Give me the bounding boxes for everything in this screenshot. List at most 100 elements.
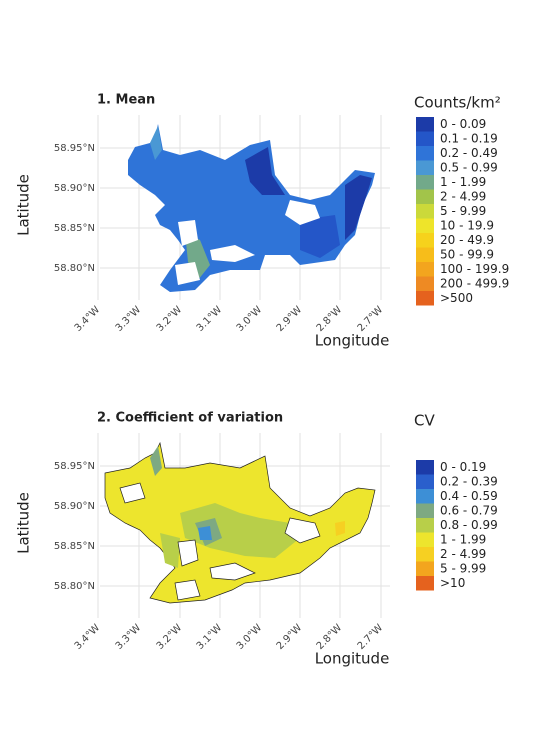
legend-label: >10 xyxy=(440,576,465,590)
x-tick-label: 3.4°W xyxy=(73,304,103,334)
x-tick-label: 2.9°W xyxy=(275,622,305,652)
y-axis-label: Latitude xyxy=(15,174,33,236)
map xyxy=(128,124,375,292)
legend-title: CV xyxy=(414,412,435,430)
x-tick-label: 3.4°W xyxy=(73,622,103,652)
legend-swatch xyxy=(416,489,434,504)
legend-swatch xyxy=(416,276,434,291)
legend-label: 0.2 - 0.49 xyxy=(440,146,498,160)
y-tick-label: 58.80°N xyxy=(54,263,95,274)
legend-swatch xyxy=(416,189,434,204)
x-tick-label: 2.7°W xyxy=(356,622,386,652)
legend-swatch xyxy=(416,561,434,576)
legend-swatch xyxy=(416,460,434,475)
legend-swatch xyxy=(416,518,434,533)
y-axis-label: Latitude xyxy=(15,492,33,554)
map-hole xyxy=(119,482,146,504)
legend-swatch xyxy=(416,474,434,489)
panel: 58.95°N 58.90°N 58.85°N 58.80°N 3.4°W 3.3°W 3.… xyxy=(15,93,510,350)
legend-swatch xyxy=(416,262,434,277)
map-patch xyxy=(185,232,210,280)
x-axis-label: Longitude xyxy=(315,650,390,668)
legend-swatch xyxy=(416,233,434,248)
x-tick-label: 2.8°W xyxy=(315,304,345,334)
legend-label: 0.1 - 0.19 xyxy=(440,131,498,145)
map-hole xyxy=(284,517,321,544)
legend-label: 0.6 - 0.79 xyxy=(440,503,498,517)
legend-swatch xyxy=(416,503,434,518)
y-tick-label: 58.85°N xyxy=(54,541,95,552)
legend-swatch xyxy=(416,117,434,132)
legend-label: 0 - 0.09 xyxy=(440,117,486,131)
legend-swatch xyxy=(416,160,434,175)
legend-label: 10 - 19.9 xyxy=(440,218,494,232)
y-tick-label: 58.85°N xyxy=(54,223,95,234)
legend-label: 0 - 0.19 xyxy=(440,460,486,474)
map-patch xyxy=(345,175,372,240)
legend-label: 1 - 1.99 xyxy=(440,532,486,546)
map-patch xyxy=(180,503,300,558)
y-tick-label: 58.95°N xyxy=(54,461,95,472)
legend-swatch xyxy=(416,291,434,306)
legend-label: 0.2 - 0.39 xyxy=(440,474,498,488)
legend-label: 0.5 - 0.99 xyxy=(440,160,498,174)
legend-label: 2 - 4.99 xyxy=(440,189,486,203)
legend-label: 5 - 9.99 xyxy=(440,561,486,575)
panel-title: 1. Mean xyxy=(97,93,155,108)
map-hole xyxy=(285,200,320,225)
legend-swatch xyxy=(416,204,434,219)
map-patch xyxy=(150,126,162,160)
panel-title: 2. Coefficient of variation xyxy=(97,411,283,426)
legend-label: 1 - 1.99 xyxy=(440,175,486,189)
map-hole xyxy=(174,579,201,601)
map-patch xyxy=(150,446,162,476)
y-tick-label: 58.95°N xyxy=(54,143,95,154)
legend-label: 50 - 99.9 xyxy=(440,247,494,261)
map-patch xyxy=(160,533,180,568)
x-tick-label: 3.1°W xyxy=(195,622,225,652)
x-tick-label: 3.3°W xyxy=(114,304,144,334)
legend-swatch xyxy=(416,247,434,262)
legend-label: 200 - 499.9 xyxy=(440,276,509,290)
x-tick-label: 3.3°W xyxy=(114,622,144,652)
panel: 58.95°N 58.90°N 58.85°N 58.80°N 3.4°W 3.3°W 3.… xyxy=(15,411,498,668)
map-patch xyxy=(245,147,285,195)
legend-label: >500 xyxy=(440,291,473,305)
x-tick-label: 2.9°W xyxy=(275,304,305,334)
y-tick-label: 58.90°N xyxy=(54,501,95,512)
legend-swatch xyxy=(416,218,434,233)
x-tick-label: 3.0°W xyxy=(235,622,265,652)
map-patch xyxy=(300,215,340,258)
legend-swatch xyxy=(416,576,434,591)
map-hole xyxy=(209,562,256,581)
x-tick-label: 3.2°W xyxy=(155,622,185,652)
map xyxy=(104,441,376,604)
x-tick-label: 2.7°W xyxy=(356,304,386,334)
legend-swatch xyxy=(416,547,434,562)
legend-label: 0.4 - 0.59 xyxy=(440,489,498,503)
map-patch xyxy=(335,521,345,536)
x-tick-label: 2.8°W xyxy=(315,622,345,652)
legend-label: 2 - 4.99 xyxy=(440,547,486,561)
map-hole xyxy=(178,220,198,246)
map-hole xyxy=(175,262,200,285)
legend-label: 100 - 199.9 xyxy=(440,262,509,276)
x-tick-label: 3.0°W xyxy=(235,304,265,334)
y-tick-label: 58.80°N xyxy=(54,581,95,592)
legend-title: Counts/km² xyxy=(414,94,501,112)
y-tick-label: 58.90°N xyxy=(54,183,95,194)
x-tick-label: 3.2°W xyxy=(155,304,185,334)
x-axis-label: Longitude xyxy=(315,332,390,350)
x-tick-label: 3.1°W xyxy=(195,304,225,334)
legend-swatch xyxy=(416,532,434,547)
legend-swatch xyxy=(416,175,434,190)
map-hole xyxy=(177,539,199,567)
legend-label: 5 - 9.99 xyxy=(440,204,486,218)
legend-swatch xyxy=(416,146,434,161)
legend-label: 20 - 49.9 xyxy=(440,233,494,247)
legend-swatch xyxy=(416,131,434,146)
map-area xyxy=(128,124,375,292)
legend-label: 0.8 - 0.99 xyxy=(440,518,498,532)
map-hole xyxy=(210,245,255,262)
